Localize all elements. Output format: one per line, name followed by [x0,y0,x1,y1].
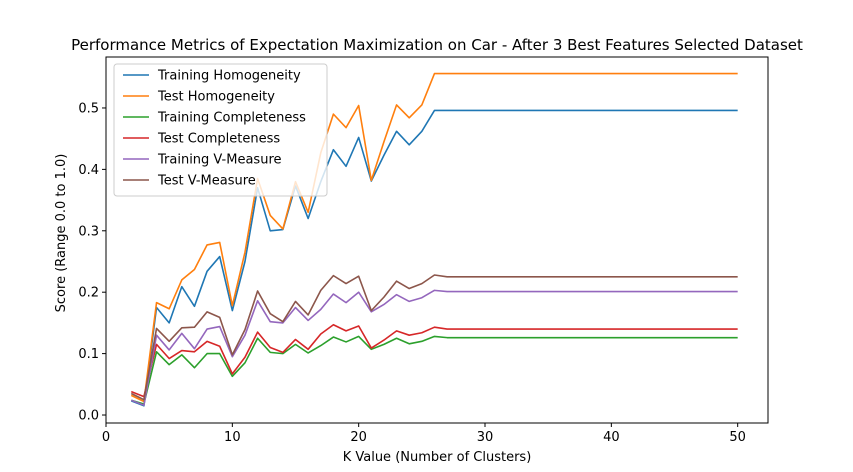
y-tick-label: 0.0 [78,409,99,424]
legend: Training Homogeneity Test Homogeneity Trai… [113,63,328,197]
axis-ticks: 0 10 20 30 40 50 0.0 0.1 0.2 0.3 0.4 0.5 [78,101,746,445]
legend-label-test-v-measure: Test V-Measure [157,174,256,189]
x-tick-label: 0 [102,430,110,445]
x-tick-label: 10 [224,430,241,445]
y-tick-label: 0.1 [78,347,99,362]
legend-label-training-homogeneity: Training Homogeneity [157,69,301,84]
legend-label-training-v-measure: Training V-Measure [157,153,282,168]
y-tick-label: 0.5 [78,101,99,116]
x-tick-label: 40 [603,430,620,445]
series-line-test-v-measure [130,274,738,401]
y-axis-label: Score (Range 0.0 to 1.0) [54,154,69,313]
series-line-test-completeness [130,323,738,398]
series-line-training-completeness [131,335,738,405]
x-axis-label: K Value (Number of Clusters) [343,450,532,465]
legend-label-test-homogeneity: Test Homogeneity [157,90,275,105]
chart-title: Performance Metrics of Expectation Maxim… [71,36,803,54]
series-lines [130,72,738,407]
x-tick-label: 30 [477,430,494,445]
x-tick-label: 20 [350,430,367,445]
y-tick-label: 0.2 [78,286,99,301]
plot-frame [105,56,769,424]
series-line-training-homogeneity [130,109,738,407]
x-tick-label: 50 [729,430,746,445]
y-tick-label: 0.3 [78,224,99,239]
legend-label-training-completeness: Training Completeness [157,111,306,126]
series-line-test-homogeneity [130,72,738,403]
y-tick-label: 0.4 [78,163,99,178]
series-line-training-v-measure [130,289,738,406]
legend-label-test-completeness: Test Completeness [157,132,280,147]
legend-box [113,63,328,197]
